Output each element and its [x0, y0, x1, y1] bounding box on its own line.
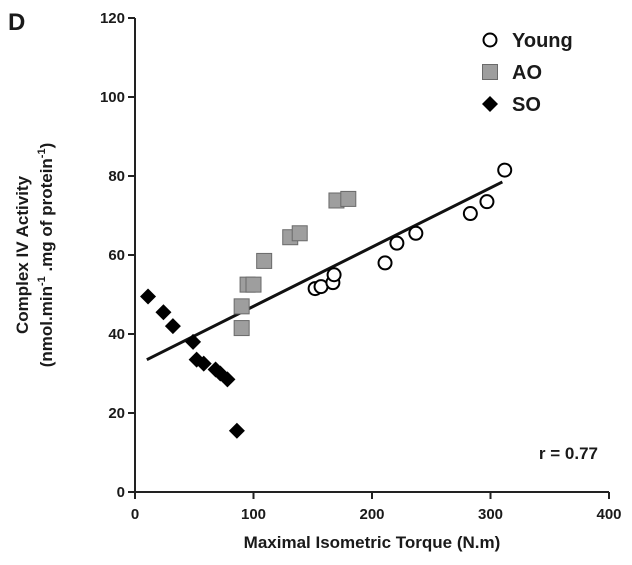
- point-ao: [340, 190, 357, 207]
- axes: [134, 18, 609, 493]
- point-ao: [233, 320, 250, 337]
- point-young: [462, 206, 478, 222]
- legend-marker-ao: [482, 64, 498, 80]
- x-tick-label: 300: [478, 506, 503, 523]
- panel-label: D: [8, 9, 25, 36]
- x-tick-label: 200: [359, 506, 384, 523]
- point-young: [389, 235, 405, 251]
- point-young: [377, 255, 393, 271]
- point-ao: [233, 298, 250, 315]
- y-label-part-b: .mg of protein: [37, 158, 56, 276]
- y-tick-label: 60: [108, 247, 125, 264]
- y-label-sup-b: -1: [36, 148, 48, 158]
- point-so: [164, 318, 181, 335]
- point-so: [155, 304, 172, 321]
- legend: Young AO SO: [482, 30, 573, 116]
- legend-marker-so: [482, 96, 498, 112]
- y-tick-label: 120: [100, 10, 125, 27]
- point-young: [408, 225, 424, 241]
- x-tick-label: 0: [131, 506, 139, 523]
- x-axis-label: Maximal Isometric Torque (N.m): [244, 533, 501, 552]
- legend-label-ao: AO: [512, 62, 542, 84]
- y-axis-label-line2: (nmol.min-1 .mg of protein-1): [36, 143, 56, 368]
- y-label-part-c: ): [37, 143, 56, 149]
- point-ao: [291, 225, 308, 242]
- y-tick-label: 80: [108, 168, 125, 185]
- y-ticks: 0 20 40 60 80 100 120: [100, 10, 135, 501]
- correlation-annotation: r = 0.77: [539, 444, 598, 463]
- y-tick-label: 20: [108, 405, 125, 422]
- point-so: [140, 288, 157, 305]
- legend-label-so: SO: [512, 94, 541, 116]
- point-ao: [256, 252, 273, 269]
- point-so: [185, 333, 202, 350]
- point-young: [479, 194, 495, 210]
- x-tick-label: 400: [596, 506, 621, 523]
- y-axis-label-line1: Complex IV Activity: [13, 175, 32, 334]
- point-so: [228, 422, 245, 439]
- regression-line: [146, 180, 504, 362]
- point-so: [219, 371, 236, 388]
- y-tick-label: 0: [117, 484, 125, 501]
- point-so: [195, 355, 212, 372]
- point-ao: [245, 276, 262, 293]
- y-tick-label: 100: [100, 89, 125, 106]
- y-label-sup-a: -1: [36, 276, 48, 286]
- y-tick-label: 40: [108, 326, 125, 343]
- y-axis-label: Complex IV Activity (nmol.min-1 .mg of p…: [13, 143, 56, 368]
- x-ticks: 0 100 200 300 400: [131, 492, 622, 523]
- point-young: [497, 162, 513, 178]
- x-tick-label: 100: [241, 506, 266, 523]
- y-label-part-a: (nmol.min: [37, 286, 56, 367]
- legend-label-young: Young: [512, 30, 573, 52]
- data-points: [140, 162, 513, 439]
- legend-marker-young: [482, 32, 498, 48]
- point-young: [326, 267, 342, 283]
